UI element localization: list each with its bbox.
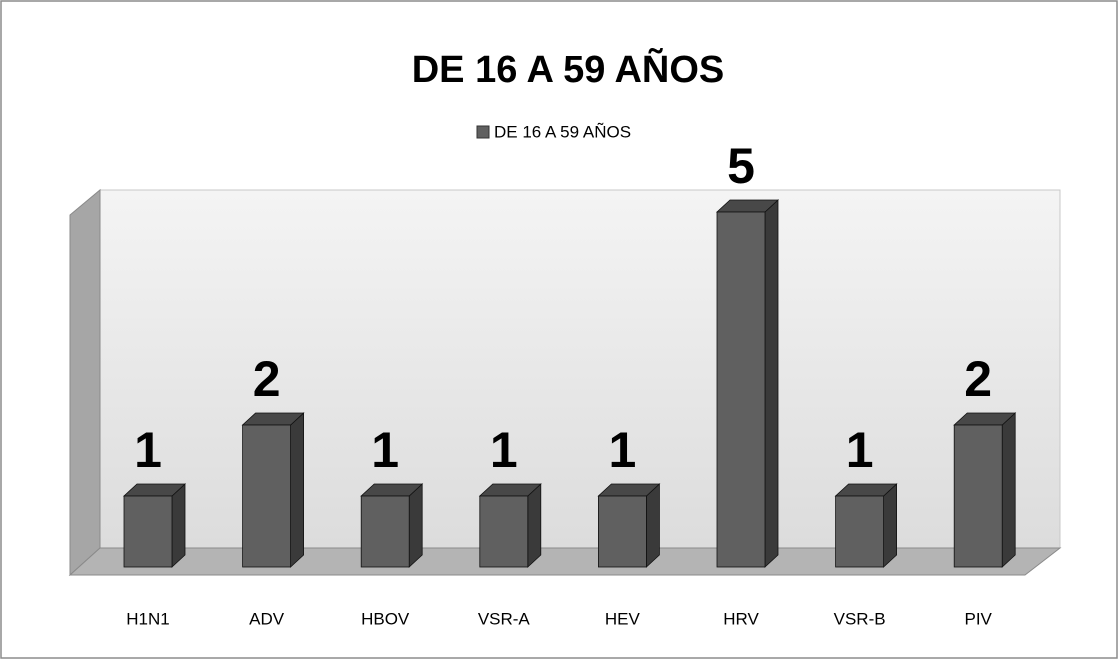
legend-label: DE 16 A 59 AÑOS: [494, 122, 631, 141]
bar-side: [764, 199, 779, 568]
bar: [834, 483, 898, 568]
data-label: 1: [134, 422, 162, 478]
data-label: 2: [964, 351, 992, 407]
bar-side: [883, 483, 897, 568]
x-tick-label: H1N1: [126, 609, 169, 628]
bar-front: [123, 495, 173, 568]
x-tick-label: HRV: [723, 609, 759, 628]
chart-title: DE 16 A 59 AÑOS: [412, 47, 725, 91]
bar: [122, 483, 187, 568]
bar: [478, 483, 542, 568]
bar: [241, 412, 305, 568]
data-label: 1: [846, 422, 874, 478]
x-tick-label: VSR-B: [834, 609, 886, 628]
bar-side: [646, 483, 660, 568]
floor: [68, 547, 1062, 576]
bar-side: [527, 483, 542, 568]
bar-front: [953, 424, 1003, 568]
data-label: 5: [727, 138, 755, 194]
bar-front: [598, 495, 647, 568]
bar: [597, 483, 661, 568]
legend-swatch: [476, 125, 490, 139]
bar: [715, 199, 780, 568]
x-tick-label: HEV: [605, 609, 641, 628]
bar: [360, 483, 424, 568]
data-label: 1: [490, 422, 518, 478]
bar-front: [716, 211, 766, 568]
x-tick-label: PIV: [964, 609, 992, 628]
x-tick-label: ADV: [249, 609, 285, 628]
legend: DE 16 A 59 AÑOS: [476, 122, 631, 141]
data-label: 2: [253, 351, 281, 407]
bar: [953, 412, 1017, 568]
bar-front: [242, 424, 292, 568]
bar-front: [360, 495, 410, 568]
bar-front: [835, 495, 884, 568]
data-label: 1: [371, 422, 399, 478]
side-wall: [69, 188, 101, 577]
bar-side: [290, 412, 305, 568]
data-label: 1: [608, 422, 636, 478]
x-tick-label: HBOV: [361, 609, 410, 628]
bar-side: [1001, 412, 1016, 568]
bar-side: [171, 483, 186, 568]
bar-side: [408, 483, 423, 568]
bar-front: [479, 495, 529, 568]
x-tick-label: VSR-A: [478, 609, 531, 628]
